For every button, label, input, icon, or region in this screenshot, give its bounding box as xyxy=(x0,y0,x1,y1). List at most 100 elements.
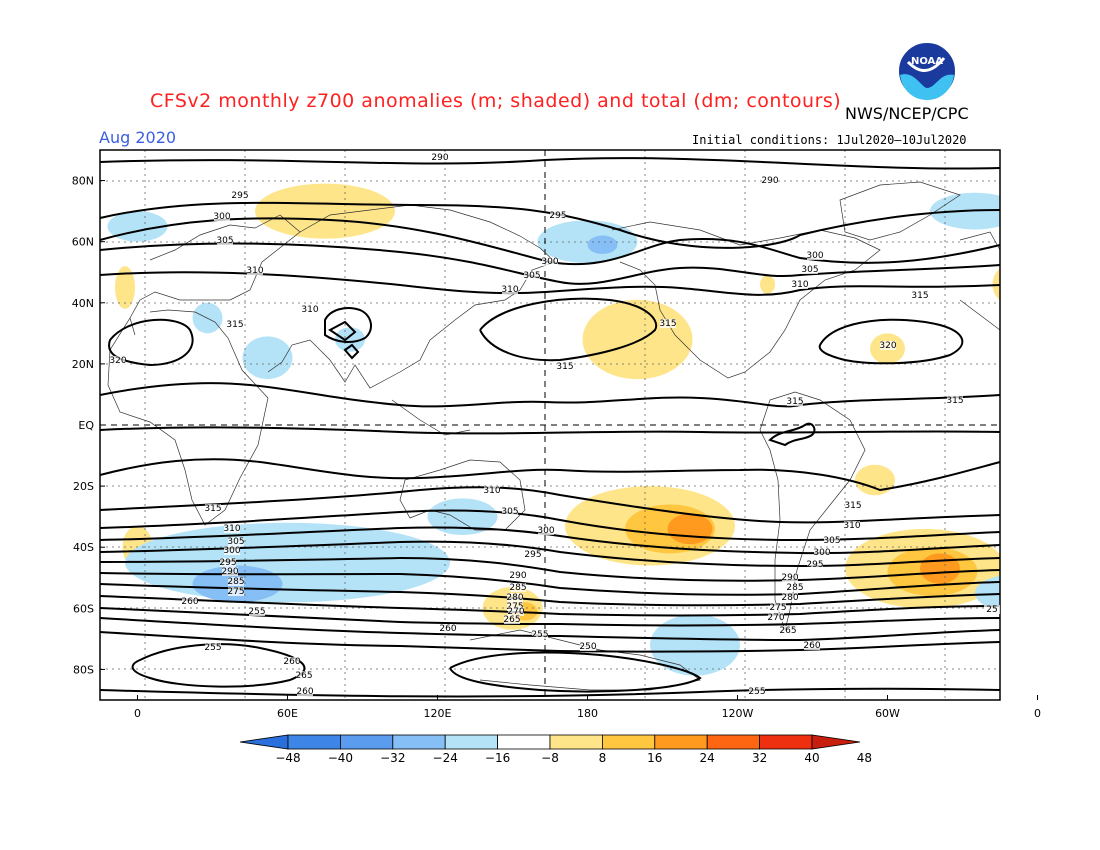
contour-label: 300 xyxy=(537,526,554,536)
contour-label: 280 xyxy=(781,593,798,603)
colorbar-box xyxy=(287,734,341,750)
positive-anomaly-8 xyxy=(667,513,713,545)
contour-295-s xyxy=(99,540,1001,568)
contour-label-bg xyxy=(824,536,840,545)
lon-tick-label: 0 xyxy=(1034,707,1041,720)
positive-anomaly-14 xyxy=(855,464,895,496)
figure-title: CFSv2 monthly z700 anomalies (m; shaded)… xyxy=(150,90,842,112)
contour-label-bg xyxy=(804,641,820,650)
contour-label: 295 xyxy=(524,550,541,560)
colorbar-label: 24 xyxy=(700,751,715,765)
contour-label-bg xyxy=(222,567,238,576)
colorbar-label: 48 xyxy=(857,751,872,765)
contour-label-bg xyxy=(284,657,300,666)
contour-label-bg xyxy=(510,571,526,580)
contour-label-bg xyxy=(770,603,786,612)
contour-label: 305 xyxy=(216,236,233,246)
colorbar-label: −32 xyxy=(380,751,405,765)
lon-tick-label: 0 xyxy=(134,707,141,720)
contour-label: 310 xyxy=(246,266,263,276)
positive-anomaly-13 xyxy=(920,553,960,584)
contour-280-s xyxy=(99,583,1001,607)
contour-label-bg xyxy=(228,587,244,596)
contour-label-bg xyxy=(762,176,778,185)
contour-label: 25 xyxy=(986,605,997,615)
contour-label: 290 xyxy=(781,573,798,583)
colorbar-label: 16 xyxy=(647,751,662,765)
lon-tick-label: 60W xyxy=(875,707,900,720)
contour-label-bg xyxy=(302,305,318,314)
contour-label: 295 xyxy=(806,560,823,570)
contour-label-bg xyxy=(217,236,233,245)
lon-tick-label: 120W xyxy=(722,707,754,720)
contour-label-bg xyxy=(660,319,676,328)
contour-label-bg xyxy=(205,643,221,652)
contour-315-pac xyxy=(479,297,658,362)
colorbar-box xyxy=(706,734,761,750)
contour-label: 260 xyxy=(439,624,456,634)
contour-label: 315 xyxy=(946,396,963,406)
contour-label: 310 xyxy=(791,280,808,290)
contour-label: 280 xyxy=(506,593,523,603)
contour-label: 305 xyxy=(523,271,540,281)
contour-label: 255 xyxy=(248,607,265,617)
contour-label-bg xyxy=(880,341,896,350)
contour-label-bg xyxy=(557,362,573,371)
contour-label-bg xyxy=(214,212,230,221)
contour-310 xyxy=(99,271,1001,296)
contour-label-bg xyxy=(228,537,244,546)
contour-label: 305 xyxy=(823,536,840,546)
contour-label-bg xyxy=(542,257,558,266)
contour-label-bg xyxy=(296,671,312,680)
contour-255-b xyxy=(449,651,702,693)
contour-label-bg xyxy=(502,507,518,516)
contour-label-bg xyxy=(807,251,823,260)
contour-label: 290 xyxy=(431,153,448,163)
colorbar-box xyxy=(654,734,708,750)
contour-label-bg xyxy=(525,550,541,559)
lon-tick-label: 120E xyxy=(424,707,452,720)
contour-label-bg xyxy=(182,597,198,606)
noaa-logo-icon: NOAA xyxy=(897,41,957,101)
negative-anomaly-27 xyxy=(975,575,1000,611)
contour-label: 305 xyxy=(801,265,818,275)
contour-label: 285 xyxy=(786,583,803,593)
colorbar: −48 −40 −32 −24 −16 −8 8 16 24 32 40 48 xyxy=(239,734,872,765)
negative-anomaly-26 xyxy=(650,614,740,676)
contour-label: 320 xyxy=(879,341,896,351)
contour-label-bg xyxy=(228,577,244,586)
contour-label: 295 xyxy=(549,211,566,221)
colorbar-label: 32 xyxy=(752,751,767,765)
positive-anomaly-2 xyxy=(582,299,693,380)
contour-label: 250 xyxy=(579,642,596,652)
contour-label: 315 xyxy=(204,504,221,514)
positive-anomaly-0 xyxy=(115,266,135,309)
contour-label-bg xyxy=(768,613,784,622)
noaa-logo-text: NOAA xyxy=(911,56,943,67)
contour-label-bg xyxy=(580,642,596,651)
lat-tick-label: 20N xyxy=(72,358,94,371)
negative-anomaly-21 xyxy=(242,336,293,380)
contour-label-bg xyxy=(947,396,963,405)
contour-label-bg xyxy=(844,521,860,530)
tibet-contours xyxy=(324,307,816,447)
contour-255-c xyxy=(99,687,1001,698)
contour-label-bg xyxy=(510,583,526,592)
positive-anomaly-5 xyxy=(760,275,775,294)
contour-label-bg xyxy=(507,602,523,611)
contour-label: 285 xyxy=(509,583,526,593)
contour-label: 260 xyxy=(296,687,313,697)
contour-265-s xyxy=(99,617,1001,642)
contour-label: 315 xyxy=(556,362,573,372)
contour-label: 310 xyxy=(223,524,240,534)
contour-label: 310 xyxy=(483,486,500,496)
contour-260-s xyxy=(99,631,1001,653)
contour-label: 315 xyxy=(659,319,676,329)
colorbar-label: −48 xyxy=(275,751,300,765)
contour-label: 290 xyxy=(761,176,778,186)
contour-305 xyxy=(99,242,1001,285)
colorbar-label: −24 xyxy=(433,751,458,765)
contour-275-s xyxy=(99,595,1001,617)
contour-eq-n xyxy=(99,426,1001,435)
contour-label-bg xyxy=(297,687,313,696)
